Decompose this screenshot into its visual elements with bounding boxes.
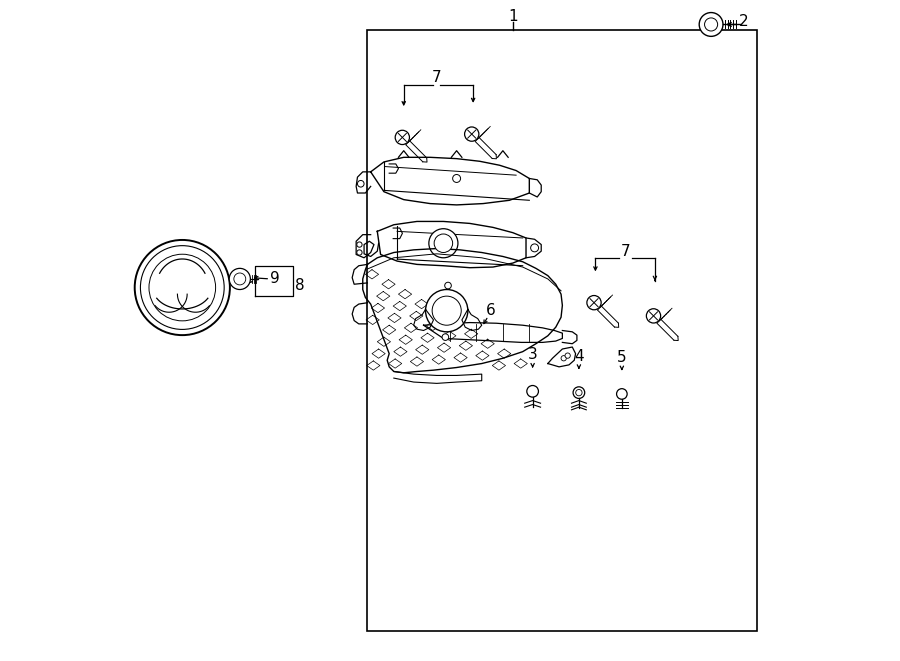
Circle shape xyxy=(526,385,538,397)
Circle shape xyxy=(135,240,230,335)
Circle shape xyxy=(453,175,461,182)
Text: 5: 5 xyxy=(617,350,626,365)
Circle shape xyxy=(442,334,449,340)
Circle shape xyxy=(646,309,661,323)
Circle shape xyxy=(587,295,601,310)
Circle shape xyxy=(616,389,627,399)
Circle shape xyxy=(356,250,362,255)
Bar xyxy=(367,30,758,631)
Circle shape xyxy=(149,254,216,321)
Circle shape xyxy=(531,244,538,252)
Circle shape xyxy=(230,268,250,290)
Text: 9: 9 xyxy=(270,272,280,286)
Circle shape xyxy=(565,353,571,358)
Text: 8: 8 xyxy=(294,278,304,293)
Text: 2: 2 xyxy=(739,14,749,28)
Circle shape xyxy=(428,229,458,258)
Circle shape xyxy=(140,246,224,329)
Circle shape xyxy=(464,127,479,141)
Circle shape xyxy=(699,13,723,36)
Text: 4: 4 xyxy=(574,349,584,364)
Circle shape xyxy=(445,282,451,289)
Circle shape xyxy=(434,234,453,253)
Text: 6: 6 xyxy=(486,303,496,318)
Circle shape xyxy=(356,242,362,247)
Circle shape xyxy=(432,296,461,325)
Circle shape xyxy=(426,290,468,332)
Text: 1: 1 xyxy=(508,9,518,24)
Circle shape xyxy=(576,389,582,396)
Text: 3: 3 xyxy=(527,348,537,362)
Text: 7: 7 xyxy=(432,71,442,85)
Circle shape xyxy=(395,130,410,145)
Circle shape xyxy=(561,356,566,361)
Circle shape xyxy=(573,387,585,399)
Circle shape xyxy=(234,273,246,285)
Circle shape xyxy=(357,180,364,187)
Circle shape xyxy=(705,18,717,31)
Text: 7: 7 xyxy=(620,244,630,258)
